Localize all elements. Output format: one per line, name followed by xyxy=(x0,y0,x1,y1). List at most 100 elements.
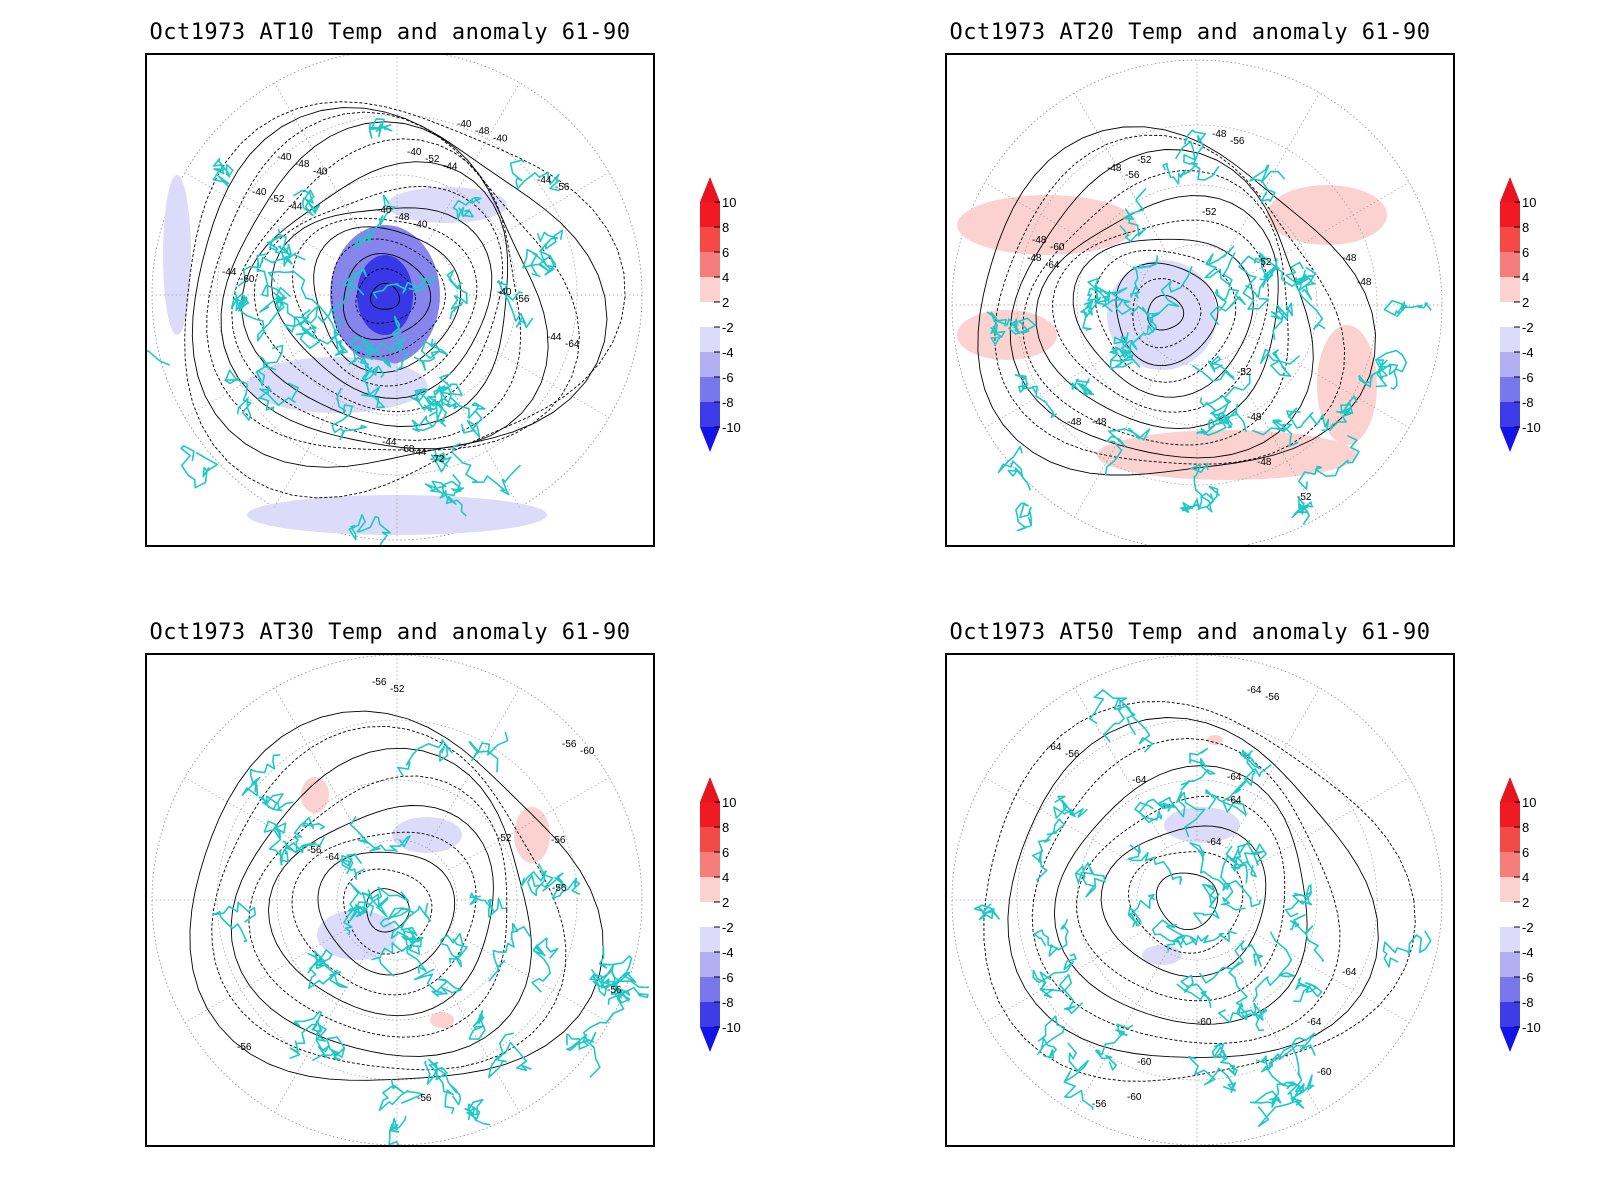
temperature-contour xyxy=(1022,170,1289,446)
colorbar-segment xyxy=(700,252,720,277)
colorbar-segment xyxy=(700,402,720,427)
temperature-contour xyxy=(1128,851,1244,954)
temperature-contour xyxy=(1076,795,1286,1002)
temperature-contour xyxy=(1072,238,1254,398)
colorbar-segment xyxy=(700,352,720,377)
temperature-contour xyxy=(184,101,626,499)
latitude-circle xyxy=(216,719,578,1081)
colorbar-label: 10 xyxy=(1522,195,1537,210)
meridian-line xyxy=(184,172,346,266)
temperature-contour xyxy=(355,268,416,324)
contour-label: -56 xyxy=(552,883,567,894)
colorbar-segment xyxy=(700,977,720,1002)
colorbar-svg xyxy=(700,777,720,1052)
anomaly-patch xyxy=(1317,325,1377,445)
contour-label: -56 xyxy=(555,182,570,193)
colorbar-segment xyxy=(1500,402,1520,427)
colorbar-label: -2 xyxy=(722,920,734,935)
temperature-contour xyxy=(313,226,462,373)
anomaly-patch xyxy=(317,910,397,960)
temperature-contour xyxy=(268,805,494,1017)
colorbar-at20: 10 8 6 4 2 -2 -4 -6 -8 -10 xyxy=(1500,177,1580,467)
colorbar-label: -8 xyxy=(1522,995,1534,1010)
colorbar-label: 10 xyxy=(722,195,737,210)
meridian-line xyxy=(1074,356,1168,518)
temperature-contour xyxy=(291,831,477,996)
map-canvas: -56-56-56-56-56-56-56-56-52-52-60-64 xyxy=(151,655,649,1145)
colorbar-label: 2 xyxy=(722,295,730,310)
colorbar-arrow-bottom xyxy=(700,427,720,452)
contour-label: -52 xyxy=(1202,207,1217,218)
coastline xyxy=(212,738,463,1060)
colorbar-svg xyxy=(700,177,720,452)
panel-title: Oct1973 AT20 Temp and anomaly 61-90 xyxy=(949,20,1431,45)
contour-label: -56 xyxy=(1092,1099,1107,1110)
temperature-contour xyxy=(1100,825,1267,978)
temperature-contour xyxy=(230,747,532,1057)
colorbar-label: -2 xyxy=(1522,920,1534,935)
contour-label: -48 xyxy=(1107,163,1122,174)
contour-label: -56 xyxy=(372,677,387,688)
meridian-line xyxy=(1226,687,1320,849)
anomaly-patch xyxy=(1267,185,1387,245)
colorbar-segment xyxy=(700,302,720,327)
contour-label: -52 xyxy=(1237,367,1252,378)
colorbar-label: -10 xyxy=(1522,1020,1541,1035)
temperature-contour xyxy=(231,138,522,441)
meridian-line xyxy=(448,172,610,266)
meridian-line xyxy=(1248,334,1410,428)
colorbar-segment xyxy=(1500,202,1520,227)
contour-label: -64 xyxy=(1247,685,1262,696)
coastline xyxy=(973,689,1272,1110)
polar-map-at50: -64 -64 -64 -64 -64 -64 -64 -64 -60 -60 -60 -60 -56 -… xyxy=(945,653,1455,1147)
colorbar-segment xyxy=(1500,977,1520,1002)
contour-label: -48 xyxy=(1032,235,1047,246)
colorbar-segment xyxy=(1500,227,1520,252)
colorbar-label: -8 xyxy=(1522,395,1534,410)
contour-label: -44 xyxy=(537,175,552,186)
coastline xyxy=(330,229,564,517)
colorbar-label: 2 xyxy=(722,895,730,910)
colorbar-label: -8 xyxy=(722,395,734,410)
colorbar-arrow-bottom xyxy=(1500,427,1520,452)
colorbar-label: -6 xyxy=(722,370,734,385)
colorbar-label: 8 xyxy=(1522,220,1530,235)
meridian-line xyxy=(984,182,1146,276)
contour-label: -48 xyxy=(1092,417,1107,428)
colorbar-arrow-bottom xyxy=(700,1027,720,1052)
temperature-contour xyxy=(1053,765,1308,1025)
anomaly-patch xyxy=(430,1012,454,1028)
contour-label: -64 xyxy=(1132,775,1147,786)
contour-label: -40 xyxy=(457,119,472,130)
colorbar-label: 10 xyxy=(1522,795,1537,810)
contour-label: -52 xyxy=(497,833,512,844)
colorbar-segment xyxy=(1500,852,1520,877)
contour-label: -56 xyxy=(1065,749,1080,760)
colorbar-label: 4 xyxy=(722,870,730,885)
map-canvas: -40-40-40-40-40-40-44-44-44-44-44-48-48-… xyxy=(147,55,643,545)
colorbar-label: -10 xyxy=(722,420,741,435)
contour-label: -64 xyxy=(565,339,580,350)
colorbar-label: -4 xyxy=(1522,945,1534,960)
colorbar-label: 4 xyxy=(1522,270,1530,285)
temperature-contour xyxy=(1094,249,1237,383)
temperature-contour xyxy=(370,282,400,310)
contour-label: -68 xyxy=(400,444,415,455)
anomaly-patch xyxy=(514,807,550,863)
contour-label: -52 xyxy=(425,154,440,165)
meridian-line xyxy=(1248,929,1410,1023)
contour-label: -60 xyxy=(240,274,255,285)
colorbar-label: -10 xyxy=(722,1020,741,1035)
meridian-line xyxy=(448,929,610,1023)
temperature-contour xyxy=(1155,872,1219,931)
panel-title: Oct1973 AT30 Temp and anomaly 61-90 xyxy=(149,620,631,645)
contour-label: -48 xyxy=(1247,412,1262,423)
colorbar-svg xyxy=(1500,777,1520,1052)
contour-label: -56 xyxy=(307,845,322,856)
temperature-contour xyxy=(1007,717,1379,1058)
colorbar-segment xyxy=(1500,252,1520,277)
colorbar-label: 2 xyxy=(1522,895,1530,910)
colorbar-label: 6 xyxy=(722,845,730,860)
contour-label: -52 xyxy=(1257,257,1272,268)
contour-label: -52 xyxy=(1297,492,1312,503)
